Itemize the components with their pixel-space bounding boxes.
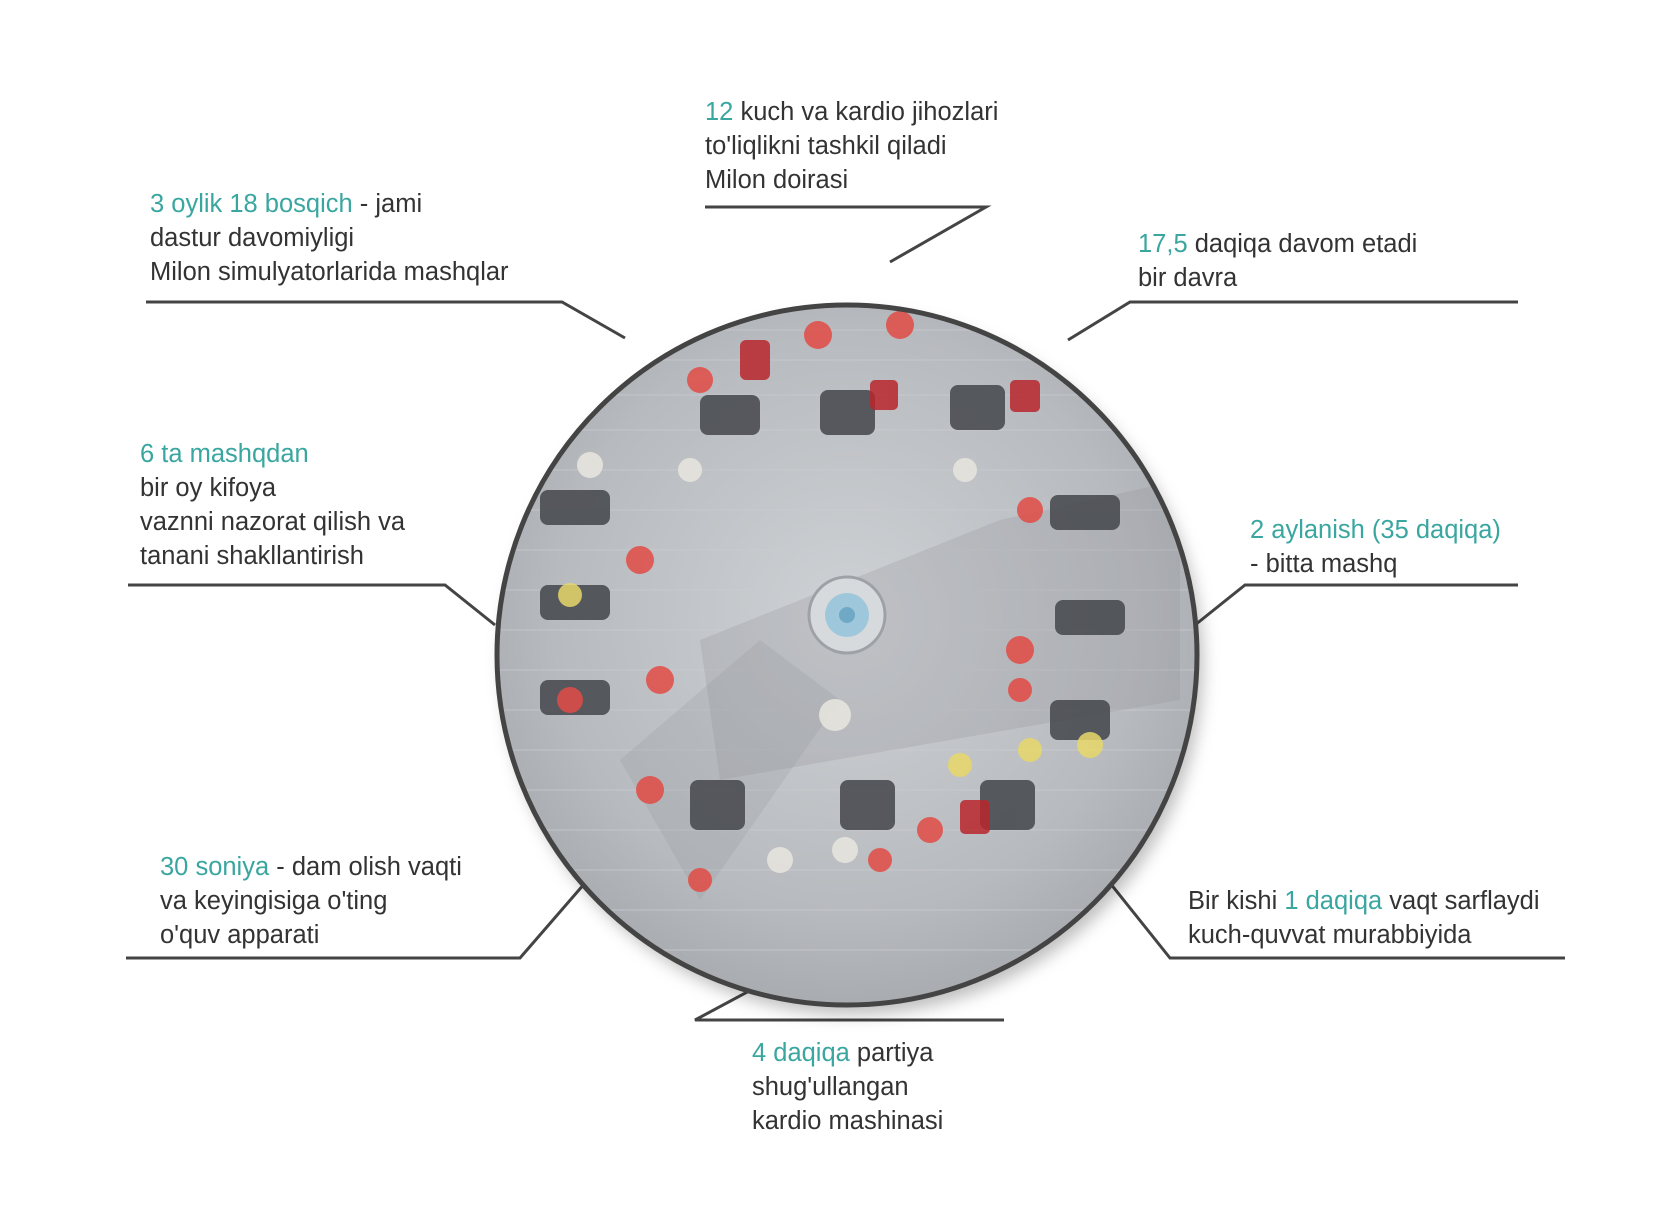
callout-bottom-right-highlight: 1 daqiqa <box>1284 887 1383 915</box>
callout-bottom-highlight: 4 daqiqa <box>752 1039 850 1067</box>
callout-top: 12 kuch va kardio jihozlari to'liqlikni … <box>705 95 998 197</box>
callout-top-text: kuch va kardio jihozlari <box>733 98 999 126</box>
callout-top-right-highlight: 17,5 <box>1138 230 1188 258</box>
connector-right <box>1194 583 1518 627</box>
connector-top <box>705 205 992 264</box>
callout-bottom-left-line2: va keyingisiga o'ting <box>160 887 388 915</box>
callout-bottom-right-text: vaqt sarflaydi <box>1382 887 1540 915</box>
callout-bottom-line2: shug'ullangan <box>752 1073 909 1101</box>
callout-top-right: 17,5 daqiqa davom etadi bir davra <box>1138 227 1417 295</box>
callout-top-left-line3: Milon simulyatorlarida mashqlar <box>150 258 509 286</box>
callout-top-highlight: 12 <box>705 98 734 126</box>
callout-left-line3: vaznni nazorat qilish va <box>140 508 406 536</box>
callout-left-line4: tanani shakllantirish <box>140 542 364 570</box>
callout-bottom-line3: kardio mashinasi <box>752 1107 944 1135</box>
callout-bottom-right-pre: Bir kishi <box>1188 887 1285 915</box>
callout-right-highlight: 2 aylanish (35 daqiqa) <box>1250 516 1501 544</box>
callout-bottom-left: 30 soniya - dam olish vaqti va keyingisi… <box>160 850 462 952</box>
callout-top-left-text: - jami <box>352 190 423 218</box>
callout-top-line2: to'liqlikni tashkil qiladi <box>705 132 947 160</box>
callout-right-line2: - bitta mashq <box>1250 550 1398 578</box>
callout-top-left: 3 oylik 18 bosqich - jami dastur davomiy… <box>150 187 509 289</box>
callout-left-line2: bir oy kifoya <box>140 474 277 502</box>
callout-bottom-right: Bir kishi 1 daqiqa vaqt sarflaydi kuch-q… <box>1188 884 1540 952</box>
connector-top-right <box>1067 300 1518 342</box>
callout-top-left-line2: dastur davomiyligi <box>150 224 355 252</box>
callout-right: 2 aylanish (35 daqiqa) - bitta mashq <box>1250 513 1501 581</box>
callout-bottom-left-highlight: 30 soniya <box>160 853 270 881</box>
callout-top-line3: Milon doirasi <box>705 166 849 194</box>
callout-bottom-right-line2: kuch-quvvat murabbiyida <box>1188 921 1472 949</box>
connector-bottom-left <box>126 867 600 960</box>
callout-bottom-left-text: - dam olish vaqti <box>269 853 462 881</box>
callout-bottom-left-line3: o'quv apparati <box>160 921 320 949</box>
callout-top-left-highlight: 3 oylik 18 bosqich <box>150 190 353 218</box>
callout-left-highlight: 6 ta mashqdan <box>140 440 309 468</box>
callout-top-right-line2: bir davra <box>1138 264 1238 292</box>
callout-top-right-text: daqiqa davom etadi <box>1187 230 1418 258</box>
connector-left <box>128 583 496 627</box>
callout-bottom: 4 daqiqa partiya shug'ullangan kardio ma… <box>752 1036 943 1138</box>
connector-top-left <box>146 300 626 340</box>
callout-left: 6 ta mashqdan bir oy kifoya vaznni nazor… <box>140 437 405 573</box>
callout-bottom-text: partiya <box>849 1039 934 1067</box>
connector-bottom-right <box>1096 867 1565 960</box>
